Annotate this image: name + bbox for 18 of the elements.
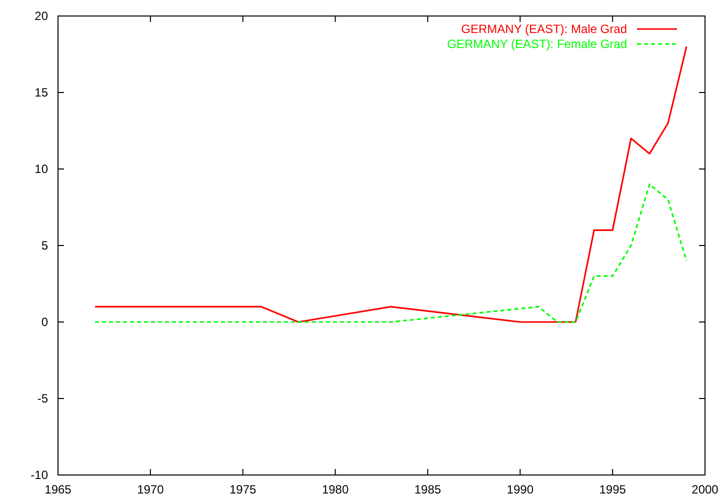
y-tick-label: 20 — [34, 8, 48, 23]
x-tick-label: 2000 — [692, 482, 719, 497]
x-tick-label: 1980 — [322, 482, 349, 497]
y-tick-label: -10 — [30, 468, 48, 482]
line-series — [94, 184, 688, 323]
legend-label: GERMANY (EAST): Male Grad — [461, 22, 627, 36]
y-tick-label: 5 — [41, 238, 48, 252]
y-tick-label: 15 — [34, 85, 48, 100]
x-tick-label: 1965 — [44, 482, 72, 497]
y-tick-label: 0 — [41, 314, 48, 329]
x-tick-label: 1970 — [137, 482, 164, 497]
x-tick-label: 1985 — [414, 482, 442, 497]
y-tick-label: -5 — [37, 391, 48, 406]
x-tick-label: 1990 — [506, 482, 534, 497]
x-tick-label: 1995 — [599, 482, 626, 497]
x-tick-label: 1975 — [230, 482, 257, 497]
y-tick-label: 10 — [34, 162, 48, 176]
legend-label: GERMANY (EAST): Female Grad — [447, 37, 627, 52]
